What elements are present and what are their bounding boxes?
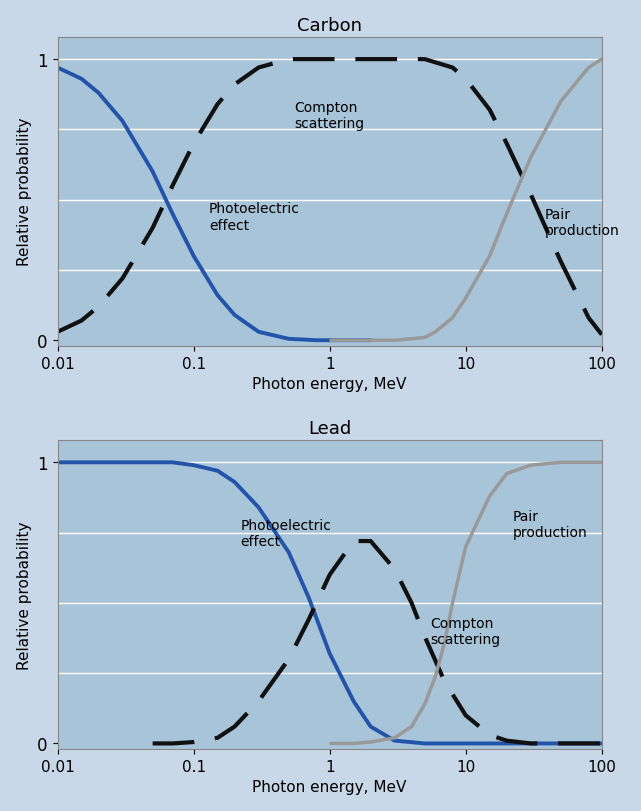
Text: Pair
production: Pair production bbox=[545, 208, 619, 238]
X-axis label: Photon energy, MeV: Photon energy, MeV bbox=[253, 779, 407, 794]
Title: Carbon: Carbon bbox=[297, 17, 362, 35]
Y-axis label: Relative probability: Relative probability bbox=[17, 118, 31, 266]
Y-axis label: Relative probability: Relative probability bbox=[17, 521, 31, 669]
X-axis label: Photon energy, MeV: Photon energy, MeV bbox=[253, 376, 407, 392]
Text: Photoelectric
effect: Photoelectric effect bbox=[240, 518, 331, 548]
Text: Photoelectric
effect: Photoelectric effect bbox=[209, 202, 300, 232]
Text: Compton
scattering: Compton scattering bbox=[430, 616, 501, 646]
Text: Compton
scattering: Compton scattering bbox=[294, 101, 365, 131]
Title: Lead: Lead bbox=[308, 419, 351, 437]
Text: Pair
production: Pair production bbox=[512, 509, 587, 539]
